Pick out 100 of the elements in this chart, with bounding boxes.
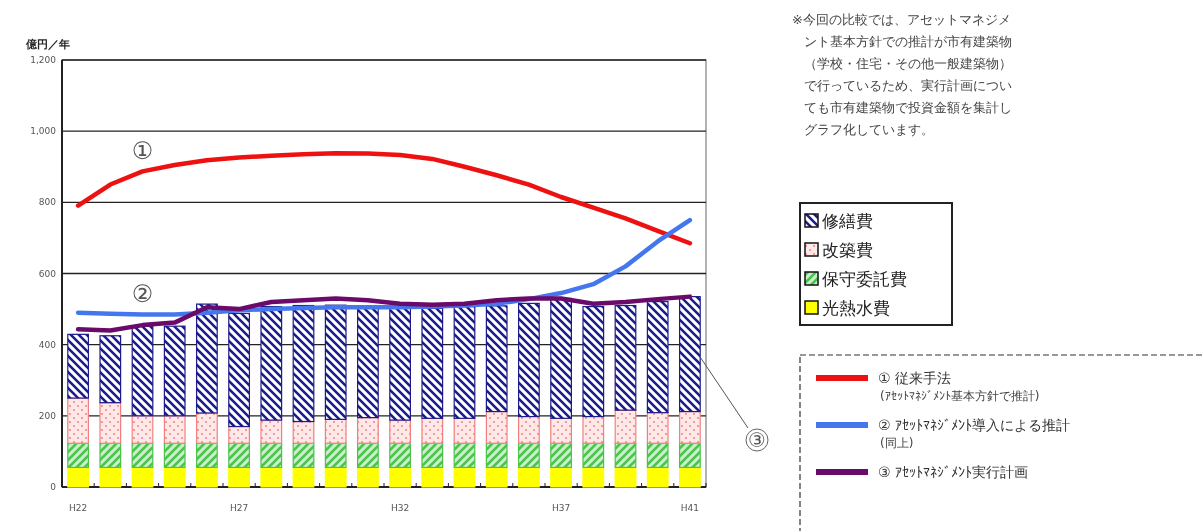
bar bbox=[679, 442, 701, 469]
bar bbox=[67, 333, 89, 399]
bar bbox=[357, 466, 379, 488]
bar bbox=[196, 303, 218, 414]
bar bbox=[518, 302, 540, 418]
bar bbox=[292, 420, 315, 444]
bar bbox=[453, 417, 476, 444]
bar bbox=[324, 466, 347, 488]
y-tick-label: 0 bbox=[50, 482, 57, 492]
bar bbox=[614, 409, 637, 444]
bar bbox=[582, 305, 605, 418]
bar bbox=[228, 425, 250, 444]
bar bbox=[260, 466, 283, 488]
text: ※今回の比較では、アセットマネジメント基本方針での推計が市有建築物（学校・住宅・その他一般建築物）で行っているため、実行計画についても市有建築物で投資金額を集計しグラフ化しています。 bbox=[792, 12, 1012, 137]
bar bbox=[260, 419, 283, 444]
bar bbox=[131, 415, 154, 444]
bar bbox=[324, 442, 347, 469]
bar bbox=[196, 442, 218, 469]
bar bbox=[485, 305, 508, 413]
bar bbox=[131, 325, 154, 417]
bar bbox=[453, 442, 476, 469]
bar bbox=[389, 442, 411, 469]
legend-label: ① 従来手法 (ｱｾｯﾄﾏﾈｼﾞﾒﾝﾄ基本方針で推計) bbox=[878, 370, 1040, 403]
bar bbox=[550, 466, 572, 488]
bar bbox=[485, 410, 508, 444]
bar bbox=[389, 419, 411, 444]
bar bbox=[228, 442, 250, 469]
bar bbox=[646, 412, 669, 444]
bar bbox=[292, 442, 315, 469]
text: ③ bbox=[748, 428, 766, 452]
bar bbox=[679, 466, 701, 488]
bar bbox=[228, 312, 250, 428]
bar bbox=[67, 397, 89, 444]
bar bbox=[485, 466, 508, 488]
bar bbox=[389, 466, 411, 488]
bar bbox=[679, 410, 701, 444]
x-tick-label: H22 bbox=[68, 503, 88, 513]
x-tick-label: H37 bbox=[551, 503, 571, 513]
bar bbox=[614, 442, 637, 469]
bar bbox=[99, 442, 122, 469]
bar bbox=[357, 417, 379, 444]
legend-label: 改築費 bbox=[822, 240, 873, 260]
bar bbox=[131, 466, 154, 488]
bar bbox=[582, 415, 605, 444]
bar bbox=[518, 415, 540, 444]
bar bbox=[260, 442, 283, 469]
bar bbox=[421, 466, 444, 488]
bar bbox=[550, 442, 572, 469]
legend-label: ③ ｱｾｯﾄﾏﾈｼﾞﾒﾝﾄ実行計画 bbox=[878, 464, 1029, 480]
bar bbox=[614, 466, 637, 488]
bar bbox=[550, 417, 572, 444]
bar bbox=[453, 466, 476, 488]
bar bbox=[292, 304, 315, 423]
bar bbox=[292, 466, 315, 488]
bar bbox=[357, 442, 379, 469]
bar bbox=[228, 466, 250, 488]
y-tick-label: 1,000 bbox=[30, 126, 57, 137]
y-tick-label: 400 bbox=[38, 339, 57, 350]
bar bbox=[518, 442, 540, 469]
bar bbox=[99, 335, 122, 404]
bar bbox=[453, 305, 476, 419]
bar bbox=[421, 417, 444, 444]
bar bbox=[260, 305, 283, 421]
y-tick-label: 800 bbox=[38, 197, 57, 208]
bar bbox=[196, 466, 218, 488]
bar bbox=[67, 466, 89, 488]
bar bbox=[646, 466, 669, 488]
bar bbox=[99, 402, 122, 444]
bar bbox=[421, 442, 444, 469]
bar bbox=[485, 442, 508, 469]
bar bbox=[67, 442, 89, 469]
bar bbox=[421, 307, 444, 419]
bar bbox=[582, 466, 605, 488]
bar bbox=[582, 442, 605, 469]
bar bbox=[163, 442, 186, 469]
x-tick-label: H41 bbox=[680, 503, 700, 513]
bar bbox=[163, 415, 186, 444]
legend-label: ② ｱｾｯﾄﾏﾈｼﾞﾒﾝﾄ導入による推計 (同上) bbox=[878, 417, 1071, 450]
bar bbox=[163, 466, 186, 488]
y-tick-label: 200 bbox=[38, 410, 57, 421]
y-tick-label: 600 bbox=[38, 268, 57, 279]
annotation: ① bbox=[131, 137, 154, 166]
legend-label: 修繕費 bbox=[822, 211, 873, 231]
bar bbox=[99, 466, 122, 488]
bar bbox=[679, 296, 701, 413]
legend-label: 光熱水費 bbox=[822, 298, 890, 318]
bar bbox=[163, 325, 186, 417]
x-tick-label: H32 bbox=[390, 503, 410, 513]
y-tick-label: 1,200 bbox=[30, 55, 57, 65]
bar bbox=[131, 442, 154, 469]
bar bbox=[518, 466, 540, 488]
x-tick-label: H27 bbox=[229, 503, 249, 513]
annotation: ② bbox=[131, 280, 154, 309]
bar bbox=[646, 442, 669, 469]
bar bbox=[614, 304, 637, 411]
legend-label: 保守委託費 bbox=[822, 269, 907, 289]
bar bbox=[389, 307, 411, 421]
y-axis-title: 億円／年 bbox=[25, 38, 70, 51]
bar bbox=[324, 418, 347, 444]
bar bbox=[196, 412, 218, 444]
